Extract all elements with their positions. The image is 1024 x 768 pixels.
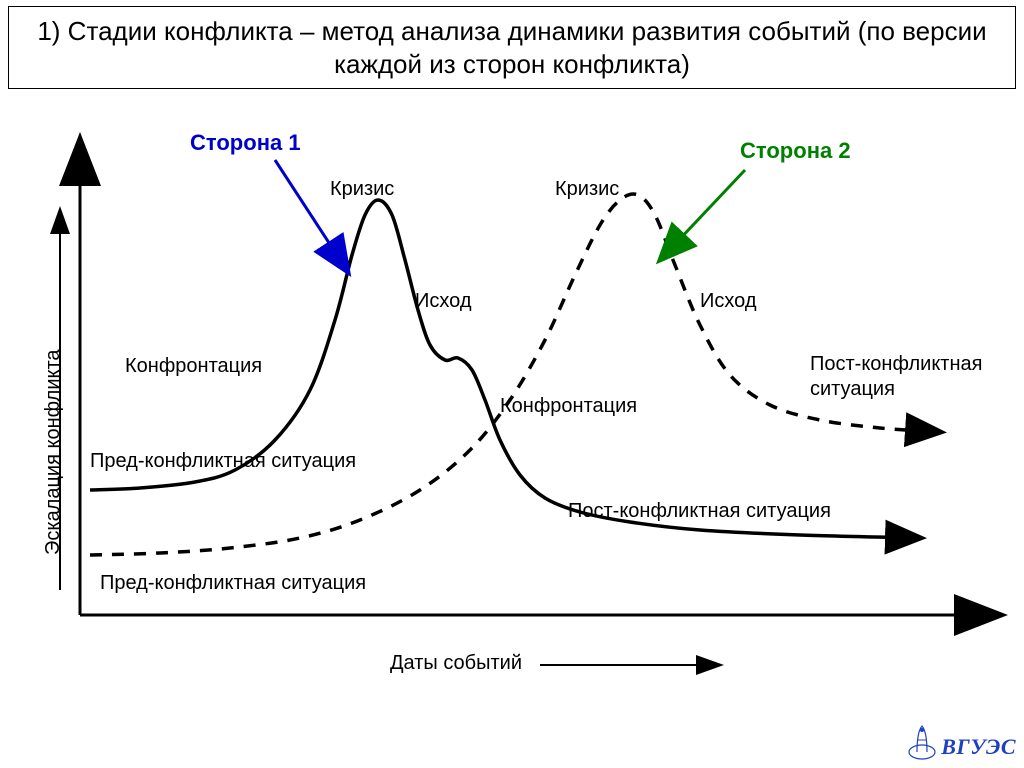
logo-vgues: ВГУЭС bbox=[907, 722, 1016, 760]
pointer-arrow-side2 bbox=[660, 170, 745, 260]
curve-side1 bbox=[90, 200, 920, 538]
logo-emblem-icon bbox=[907, 722, 937, 760]
curve-side2 bbox=[90, 194, 940, 555]
logo-text: ВГУЭС bbox=[941, 734, 1016, 760]
pointer-arrow-side1 bbox=[275, 160, 348, 272]
conflict-stages-chart bbox=[0, 0, 1024, 768]
